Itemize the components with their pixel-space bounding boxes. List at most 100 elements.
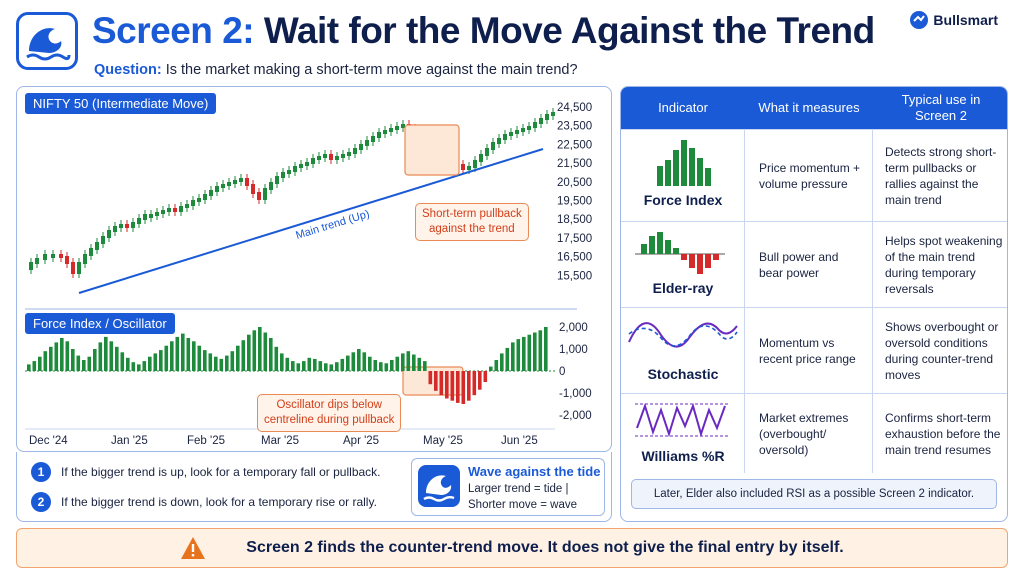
price-candle <box>107 230 111 238</box>
price-candle <box>545 114 549 120</box>
price-candle <box>221 184 225 188</box>
oscillator-bar <box>313 358 317 371</box>
oscillator-bar <box>434 371 438 391</box>
x-tick-label: Dec '24 <box>29 435 68 447</box>
table-header-indicator: Indicator <box>621 87 745 129</box>
oscillator-bar <box>318 361 323 371</box>
rsi-note: Later, Elder also included RSI as a poss… <box>631 479 997 509</box>
x-tick-label: Jun '25 <box>501 435 538 447</box>
oscillator-bar <box>461 371 466 404</box>
oscillator-y-axis: 2,000 1,000 0 -1,000 -2,000 <box>559 322 592 422</box>
oscillator-bar <box>60 338 64 371</box>
price-candle <box>269 182 273 190</box>
indicator-cell: Elder-ray <box>621 222 745 307</box>
price-candle <box>209 190 213 196</box>
oscillator-bar <box>115 346 119 371</box>
oscillator-bar <box>175 336 180 371</box>
price-candle <box>461 164 465 170</box>
price-candle <box>59 254 63 258</box>
trend-label: Main trend (Up) <box>294 208 371 242</box>
rule-item: 1 If the bigger trend is up, look for a … <box>31 462 381 482</box>
oscillator-bar <box>120 352 125 371</box>
price-candle <box>479 154 483 162</box>
indicator-name: Williams %R <box>641 448 725 464</box>
price-candle <box>347 152 351 156</box>
oscillator-bar <box>54 342 59 371</box>
indicator-cell: Williams %R <box>621 394 745 473</box>
price-candle <box>149 214 153 218</box>
measure-cell: Market extremes (overbought/ oversold) <box>745 394 873 473</box>
price-candle <box>539 118 543 124</box>
price-candle <box>185 204 189 208</box>
price-candle <box>293 166 297 172</box>
dip-callout-line1: Oscillator dips below <box>276 399 382 411</box>
price-candle <box>371 136 375 142</box>
price-candle <box>197 198 201 202</box>
page-title-accent: Screen 2: <box>92 10 255 51</box>
price-candle <box>251 184 255 194</box>
oscillator-title: Force Index / Oscillator <box>25 313 175 334</box>
oscillator-bar <box>186 338 191 371</box>
oscillator-bar <box>258 327 262 371</box>
oscillator-bar <box>478 371 482 390</box>
oscillator-bar <box>274 346 279 371</box>
oscillator-bar <box>142 361 147 371</box>
oscillator-bar <box>406 351 411 371</box>
price-candle <box>503 134 507 140</box>
oscillator-bar <box>544 327 548 371</box>
oscillator-bar <box>307 357 312 371</box>
oscillator-bar <box>384 363 389 371</box>
price-candle <box>395 126 399 130</box>
x-tick-label: Apr '25 <box>343 435 379 447</box>
price-candle <box>323 154 327 158</box>
price-tick-label: 15,500 <box>557 270 592 282</box>
pullback-callout: Short-term pullback against the trend <box>415 203 529 241</box>
measure-cell: Price momentum + volume pressure <box>745 130 873 221</box>
oscillator-bar <box>49 346 53 371</box>
price-tick-label: 17,500 <box>557 233 592 245</box>
warning-icon <box>181 537 206 559</box>
oscillator-bar <box>104 336 108 371</box>
oscillator-bar <box>538 330 543 371</box>
oscillator-bar <box>38 356 42 371</box>
table-row: Stochastic Momentum vs recent price rang… <box>621 307 1007 393</box>
price-candle <box>167 208 171 212</box>
price-candle <box>359 144 363 150</box>
price-candle <box>257 192 261 200</box>
oscillator-bar <box>368 356 372 371</box>
price-candle <box>281 172 285 178</box>
oscillator-bar <box>379 362 383 371</box>
brand-mark-icon <box>910 11 929 29</box>
wave-card-line: Larger trend = tide | <box>468 483 569 495</box>
oscillator-bar <box>131 362 136 371</box>
price-candle <box>215 186 219 192</box>
oscillator-bar <box>467 371 471 401</box>
brand-name: Bullsmart <box>933 12 998 28</box>
oscillator-tick-label: -2,000 <box>559 410 592 422</box>
price-tick-label: 19,500 <box>557 196 592 208</box>
use-cell: Shows overbought or oversold conditions … <box>885 319 999 382</box>
price-candle <box>143 214 147 220</box>
x-tick-label: May '25 <box>423 435 463 447</box>
price-tick-label: 16,500 <box>557 252 592 264</box>
price-candle <box>365 140 369 146</box>
oscillator-bar <box>153 353 158 371</box>
price-candle <box>161 210 165 214</box>
x-tick-label: Feb '25 <box>187 435 225 447</box>
chart-canvas: Main trend (Up) 24,500 23,500 22,500 21,500… <box>25 102 592 447</box>
x-tick-label: Mar '25 <box>261 435 299 447</box>
price-chart-title: NIFTY 50 (Intermediate Move) <box>25 93 217 114</box>
price-candle <box>329 154 333 160</box>
price-candle <box>51 254 55 258</box>
price-candle <box>311 158 315 164</box>
use-cell: Helps spot weakening of the main trend d… <box>885 233 1003 296</box>
rule-number-badge: 2 <box>31 492 51 512</box>
price-candle <box>341 154 345 158</box>
oscillator-bar <box>533 332 537 371</box>
price-tick-label: 20,500 <box>557 177 592 189</box>
oscillator-bar <box>98 342 103 371</box>
rule-item: 2 If the bigger trend is down, look for … <box>31 492 377 512</box>
oscillator-bar <box>87 356 92 371</box>
price-candle <box>245 178 249 186</box>
oscillator-bar <box>43 351 48 371</box>
